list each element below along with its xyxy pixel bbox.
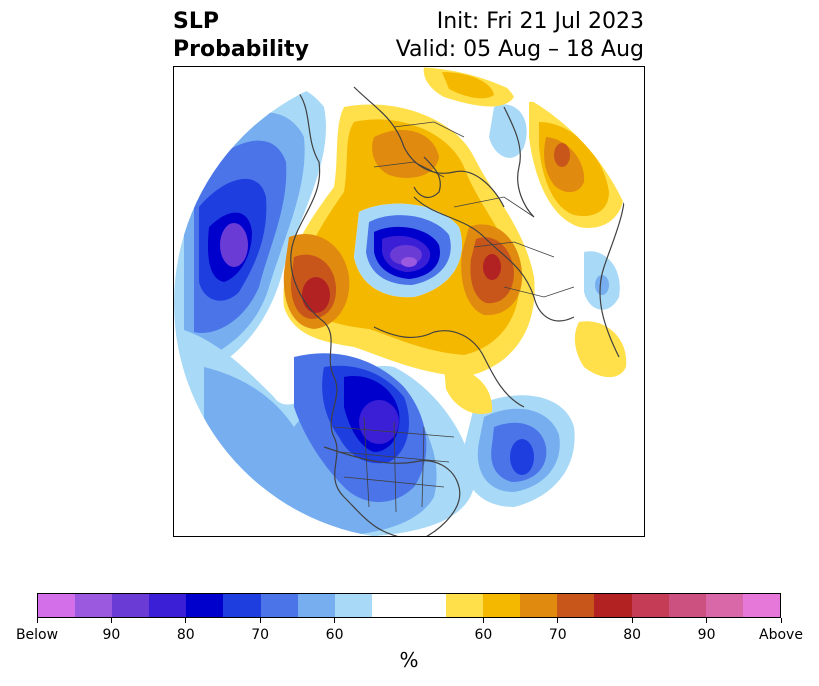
colorbar-tick-mark (185, 618, 187, 623)
colorbar-tick-mark (334, 618, 336, 623)
colorbar-tick-mark (36, 618, 38, 623)
colorbar-swatch (38, 594, 76, 617)
map-panel (173, 66, 645, 537)
colorbar-swatch (186, 594, 224, 617)
colorbar-swatch (260, 594, 298, 617)
colorbar-tick-label: 90 (697, 627, 716, 643)
colorbar-tick-label: 60 (474, 627, 493, 643)
above-normal-regions (283, 67, 627, 415)
colorbar-tick-label: 60 (325, 627, 344, 643)
colorbar-swatch (223, 594, 261, 617)
title-left: SLP Probability (173, 8, 309, 64)
colorbar-units: % (399, 648, 419, 672)
colorbar-swatch (75, 594, 113, 617)
colorbar-tick-label: 70 (251, 627, 270, 643)
coastlines (290, 86, 626, 536)
colorbar-tick-mark (780, 618, 782, 623)
colorbar-tick-label: 80 (623, 627, 642, 643)
colorbar-swatch (371, 594, 409, 617)
title-right: Init: Fri 21 Jul 2023 Valid: 05 Aug – 18… (396, 8, 644, 64)
title-type: Probability (173, 37, 309, 62)
colorbar (37, 593, 781, 618)
colorbar-swatch (334, 594, 372, 617)
colorbar-tick-mark (259, 618, 261, 623)
colorbar-tick-mark (110, 618, 112, 623)
colorbar-swatch (112, 594, 150, 617)
colorbar-tick-label: 70 (548, 627, 567, 643)
colorbar-tick-mark (482, 618, 484, 623)
colorbar-swatch (668, 594, 706, 617)
valid-range: Valid: 05 Aug – 18 Aug (395, 37, 644, 62)
colorbar-swatch (408, 594, 447, 617)
colorbar-swatch (483, 594, 521, 617)
probability-map (174, 67, 644, 536)
init-date: Init: Fri 21 Jul 2023 (436, 9, 644, 34)
colorbar-tick-mark (631, 618, 633, 623)
colorbar-tick-mark (706, 618, 708, 623)
colorbar-tick-label: Above (759, 627, 803, 643)
colorbar-swatch (446, 594, 484, 617)
colorbar-swatch (594, 594, 632, 617)
colorbar-swatch (631, 594, 669, 617)
colorbar-tick-mark (557, 618, 559, 623)
colorbar-tick-label: Below (15, 627, 59, 643)
colorbar-swatch (297, 594, 335, 617)
colorbar-tick-label: 90 (102, 627, 121, 643)
country-borders (333, 121, 575, 513)
colorbar-swatch (520, 594, 558, 617)
colorbar-tick-label: 80 (176, 627, 195, 643)
colorbar-swatch (742, 594, 780, 617)
colorbar-swatch (705, 594, 743, 617)
title-variable: SLP (173, 9, 219, 34)
colorbar-swatch (557, 594, 595, 617)
colorbar-swatch (149, 594, 187, 617)
